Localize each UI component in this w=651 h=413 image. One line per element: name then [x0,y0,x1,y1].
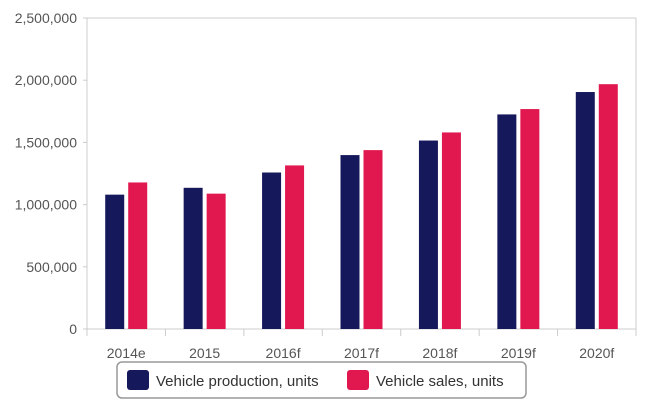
bar-sales-2016f [285,165,305,329]
x-tick-label: 2017f [344,345,379,361]
legend-swatch-sales [347,370,369,390]
bar-production-2015 [183,187,203,329]
y-tick-label: 0 [69,321,77,337]
bar-sales-2019f [520,109,540,330]
x-tick-label: 2015 [189,345,220,361]
bar-production-2016f [262,172,282,329]
x-axis: 2014e 2015 2016f 2017f 2018f 2019f 2020f [86,328,637,361]
y-tick-label: 500,000 [26,259,77,275]
y-tick-label: 2,500,000 [15,10,77,26]
bar-sales-2015 [206,193,226,329]
legend-swatch-production [127,370,149,390]
bar-sales-2014e [128,182,148,329]
legend-label-production: Vehicle production, units [156,373,319,390]
bar-sales-2018f [441,132,461,329]
x-tick-label: 2020f [579,345,614,361]
bar-sales-2020f [598,84,618,329]
x-tick-label: 2019f [501,345,536,361]
bar-production-2017f [340,155,360,329]
x-tick-label: 2016f [266,345,301,361]
y-tick-label: 1,000,000 [15,197,77,213]
legend-box [116,361,527,399]
bar-sales-2017f [363,150,383,329]
plot-frame [86,17,637,329]
bar-production-2019f [497,114,517,329]
legend: Vehicle production, units Vehicle sales, … [116,361,527,399]
legend-label-sales: Vehicle sales, units [376,373,504,390]
bar-production-2020f [575,92,595,329]
x-tick-label: 2014e [107,345,146,361]
bar-production-2014e [105,194,125,329]
bars [105,84,618,330]
bar-production-2018f [418,140,438,329]
y-tick-label: 1,500,000 [15,134,77,150]
y-tick-label: 2,000,000 [15,72,77,88]
x-tick-label: 2018f [422,345,457,361]
y-axis: 0 500,000 1,000,000 1,500,000 2,000,000 2,500… [15,10,87,337]
